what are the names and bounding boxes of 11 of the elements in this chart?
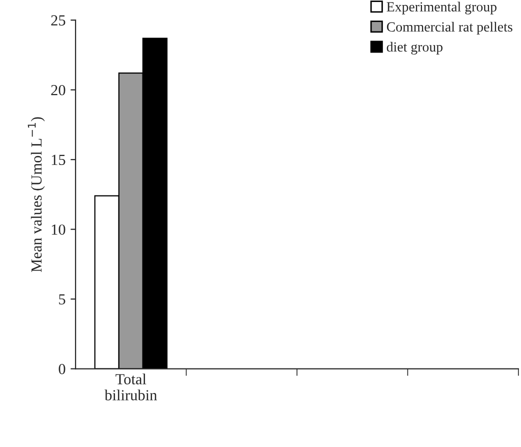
y-tick-label: 25 xyxy=(51,15,66,26)
y-axis-title: Mean values (Umol L$^{−1}$) xyxy=(28,117,45,272)
y-tick-label: 10 xyxy=(52,224,66,235)
y-tick-label: 20 xyxy=(51,84,66,96)
y-tick-label: 15 xyxy=(52,154,66,166)
legend-label: Experimental group xyxy=(386,2,496,14)
legend-label: diet group xyxy=(386,42,442,55)
x-tick-label: Total bilirubin xyxy=(104,374,157,400)
y-tick-label: 5 xyxy=(59,294,66,304)
legend-label: Commercial rat pellets xyxy=(386,22,512,34)
y-tick-label: 0 xyxy=(58,364,66,374)
